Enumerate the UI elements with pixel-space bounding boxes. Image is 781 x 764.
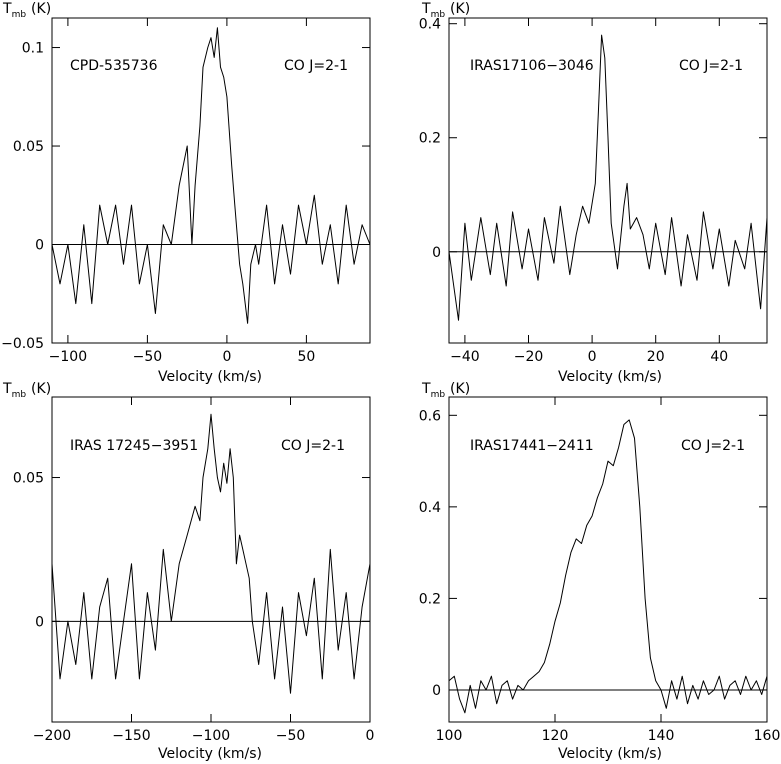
x-tick-label: −150 [112, 728, 150, 744]
x-axis-label: Velocity (km/s) [158, 369, 262, 385]
x-tick-label: −200 [33, 728, 71, 744]
line-label: CO J=2-1 [281, 438, 345, 454]
x-tick-label: 100 [436, 728, 463, 744]
y-tick-label: 0 [35, 614, 44, 630]
y-axis-label: Tmb (K) [2, 381, 51, 400]
panel-cpd-535736: Tmb (K) Velocity (km/s) CPD-535736 CO J=2… [1, 1, 371, 385]
y-tick-label: 0.2 [419, 591, 441, 607]
x-tick-label: 40 [710, 349, 728, 365]
x-tick-label: −20 [514, 349, 544, 365]
x-axis-label: Velocity (km/s) [158, 746, 262, 762]
source-label: IRAS17441−2411 [470, 438, 594, 454]
plot-frame [51, 17, 371, 344]
y-tick-label: 0.4 [419, 500, 441, 516]
panel-iras17106-3046: Tmb (K) Velocity (km/s) IRAS17106−3046 CO… [419, 1, 768, 385]
x-tick-label: 160 [754, 728, 781, 744]
x-tick-label: −100 [192, 728, 230, 744]
x-tick-label: −100 [49, 349, 87, 365]
y-tick-label: 0 [432, 683, 441, 699]
source-label: IRAS 17245−3951 [70, 438, 198, 454]
x-axis-label: Velocity (km/s) [558, 369, 662, 385]
source-label: CPD-535736 [70, 58, 158, 74]
y-tick-label: 0.1 [22, 41, 44, 57]
y-axis-label: Tmb (K) [2, 1, 51, 20]
panel-iras-17245-3951: Tmb (K) Velocity (km/s) IRAS 17245−3951 C… [2, 381, 374, 762]
x-axis-label: Velocity (km/s) [558, 746, 662, 762]
y-tick-label: 0.4 [419, 17, 441, 33]
plot-frame [448, 17, 768, 344]
y-tick-label: 0.6 [419, 408, 441, 424]
x-tick-label: 120 [542, 728, 569, 744]
x-tick-label: 0 [222, 349, 231, 365]
line-label: CO J=2-1 [681, 438, 745, 454]
x-tick-label: −50 [276, 728, 306, 744]
x-tick-label: 0 [366, 728, 375, 744]
y-axis-label: Tmb (K) [421, 381, 470, 400]
x-tick-label: 50 [297, 349, 315, 365]
spectrum-line [51, 27, 371, 324]
y-tick-label: −0.05 [1, 336, 44, 352]
x-tick-label: 0 [588, 349, 597, 365]
x-tick-label: 20 [647, 349, 665, 365]
x-tick-label: 140 [648, 728, 675, 744]
line-label: CO J=2-1 [679, 58, 743, 74]
spectrum-line [448, 419, 768, 714]
line-label: CO J=2-1 [284, 58, 348, 74]
x-tick-label: −50 [133, 349, 163, 365]
plot-frame [448, 396, 768, 723]
y-tick-label: 0 [35, 238, 44, 254]
x-tick-label: −40 [450, 349, 480, 365]
y-axis-label: Tmb (K) [421, 1, 470, 20]
spectrum-line [448, 34, 768, 321]
y-tick-label: 0.05 [13, 139, 44, 155]
source-label: IRAS17106−3046 [470, 58, 594, 74]
y-tick-label: 0 [432, 245, 441, 261]
y-tick-label: 0.05 [13, 471, 44, 487]
panel-iras17441-2411: Tmb (K) Velocity (km/s) IRAS17441−2411 CO… [419, 381, 781, 762]
spectrum-line [51, 413, 371, 694]
y-tick-label: 0.2 [419, 131, 441, 147]
